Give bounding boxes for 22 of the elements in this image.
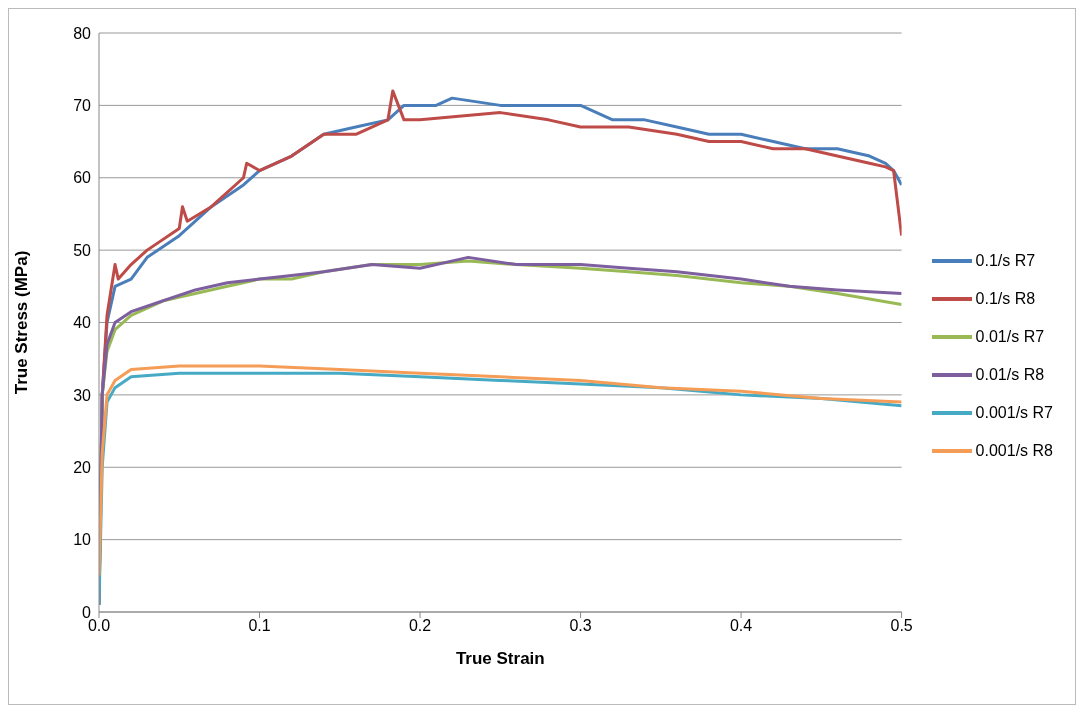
legend-label: 0.001/s R8 [975,441,1053,460]
x-axis-title: True Strain [455,649,545,668]
y-tick-label: 10 [73,531,92,549]
legend-label: 0.1/s R8 [975,289,1036,308]
y-axis-title: True Stress (MPa) [12,250,32,395]
x-tick-label: 0.2 [408,617,432,635]
x-tick-label: 0.1 [248,617,271,635]
y-tick-label: 60 [73,169,92,187]
x-tick-label: 0.5 [890,617,913,635]
legend-label: 0.01/s R7 [975,327,1045,346]
y-tick-label: 20 [73,458,92,476]
y-tick-label: 40 [73,314,92,332]
x-tick-label: 0.0 [87,617,111,635]
x-tick-label: 0.3 [569,617,592,635]
y-tick-label: 70 [73,97,92,115]
legend-label: 0.001/s R7 [975,403,1053,422]
y-tick-label: 50 [73,241,92,259]
x-tick-label: 0.4 [729,617,753,635]
legend-label: 0.01/s R8 [975,365,1045,384]
y-tick-label: 80 [73,24,92,42]
y-tick-label: 30 [73,386,92,404]
legend-label: 0.1/s R7 [975,251,1036,270]
